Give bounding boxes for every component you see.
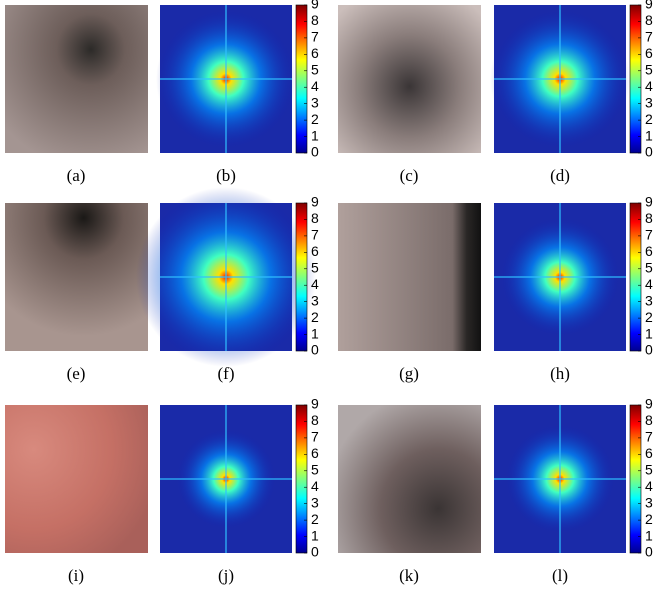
panel-label: (h) — [550, 364, 570, 383]
colorbar-tick-label: 7 — [645, 29, 653, 45]
colorbar-tick-label: 0 — [311, 342, 319, 358]
panel-label: (g) — [399, 364, 419, 383]
colorbar — [630, 405, 641, 553]
colorbar-tick-label: 5 — [645, 461, 653, 477]
colorbar-tick-label: 6 — [311, 45, 319, 61]
colorbar-tick-label: 9 — [645, 0, 653, 12]
colorbar-tick-label: 9 — [645, 194, 653, 210]
colorbar-tick-label: 2 — [311, 309, 319, 325]
colorbar-tick-label: 1 — [645, 127, 653, 143]
endoscopy-image — [338, 203, 481, 351]
colorbar-tick-label: 8 — [645, 210, 653, 226]
colorbar-tick-label: 0 — [311, 544, 319, 560]
colorbar-tick-label: 1 — [311, 325, 319, 341]
colorbar-tick-label: 6 — [645, 45, 653, 61]
colorbar-tick-label: 4 — [645, 78, 653, 94]
colorbar-tick-label: 3 — [645, 292, 653, 308]
colorbar-tick-label: 9 — [311, 0, 319, 12]
colorbar-tick-label: 8 — [311, 210, 319, 226]
colorbar-tick-label: 5 — [311, 61, 319, 77]
colorbar-tick-label: 2 — [645, 111, 653, 127]
colorbar-tick-label: 1 — [645, 527, 653, 543]
colorbar — [296, 5, 307, 153]
figure: 0123456789(a)(b)0123456789(c)(d)01234567… — [0, 0, 658, 596]
colorbar-tick-label: 5 — [311, 259, 319, 275]
colorbar-tick-label: 8 — [311, 412, 319, 428]
colorbar-tick-label: 5 — [645, 61, 653, 77]
colorbar-tick-label: 8 — [311, 12, 319, 28]
colorbar-tick-label: 9 — [311, 396, 319, 412]
colorbar-tick-label: 4 — [645, 478, 653, 494]
endoscopy-image — [5, 5, 148, 153]
colorbar-tick-label: 1 — [645, 325, 653, 341]
colorbar-tick-label: 6 — [645, 445, 653, 461]
colorbar-tick-label: 6 — [645, 243, 653, 259]
panel-label: (k) — [399, 566, 419, 585]
panel-label: (i) — [68, 566, 84, 585]
colorbar-tick-label: 0 — [311, 144, 319, 160]
colorbar-tick-label: 7 — [645, 429, 653, 445]
panel-label: (f) — [218, 364, 235, 383]
panel-label: (d) — [550, 166, 570, 185]
colorbar-tick-label: 7 — [645, 227, 653, 243]
panel-label: (c) — [400, 166, 419, 185]
endoscopy-image — [338, 405, 481, 553]
colorbar-tick-label: 7 — [311, 429, 319, 445]
colorbar-tick-label: 3 — [311, 94, 319, 110]
colorbar-tick-label: 2 — [311, 111, 319, 127]
colorbar-tick-label: 7 — [311, 29, 319, 45]
panel-label: (a) — [67, 166, 86, 185]
colorbar — [630, 5, 641, 153]
colorbar-tick-label: 4 — [645, 276, 653, 292]
colorbar-tick-label: 0 — [645, 544, 653, 560]
colorbar-tick-label: 6 — [311, 445, 319, 461]
colorbar-tick-label: 1 — [311, 527, 319, 543]
colorbar-tick-label: 4 — [311, 276, 319, 292]
colorbar-tick-label: 0 — [645, 342, 653, 358]
panel-label: (b) — [216, 166, 236, 185]
panel-label: (e) — [67, 364, 86, 383]
colorbar-tick-label: 0 — [645, 144, 653, 160]
colorbar-tick-label: 7 — [311, 227, 319, 243]
colorbar-tick-label: 2 — [311, 511, 319, 527]
endoscopy-image — [5, 203, 148, 351]
panel-label: (l) — [552, 566, 568, 585]
colorbar-tick-label: 3 — [645, 94, 653, 110]
endoscopy-image — [5, 405, 148, 553]
colorbar-tick-label: 5 — [645, 259, 653, 275]
colorbar-tick-label: 4 — [311, 78, 319, 94]
colorbar — [630, 203, 641, 351]
colorbar-tick-label: 4 — [311, 478, 319, 494]
colorbar-tick-label: 9 — [645, 396, 653, 412]
colorbar-tick-label: 3 — [311, 494, 319, 510]
colorbar — [296, 405, 307, 553]
panel-label: (j) — [218, 566, 234, 585]
colorbar-tick-label: 3 — [311, 292, 319, 308]
colorbar-tick-label: 6 — [311, 243, 319, 259]
colorbar-tick-label: 2 — [645, 511, 653, 527]
colorbar-tick-label: 3 — [645, 494, 653, 510]
colorbar-tick-label: 2 — [645, 309, 653, 325]
colorbar-tick-label: 8 — [645, 412, 653, 428]
endoscopy-image — [338, 5, 481, 153]
colorbar-tick-label: 9 — [311, 194, 319, 210]
colorbar-tick-label: 1 — [311, 127, 319, 143]
colorbar-tick-label: 5 — [311, 461, 319, 477]
colorbar — [296, 203, 307, 351]
colorbar-tick-label: 8 — [645, 12, 653, 28]
